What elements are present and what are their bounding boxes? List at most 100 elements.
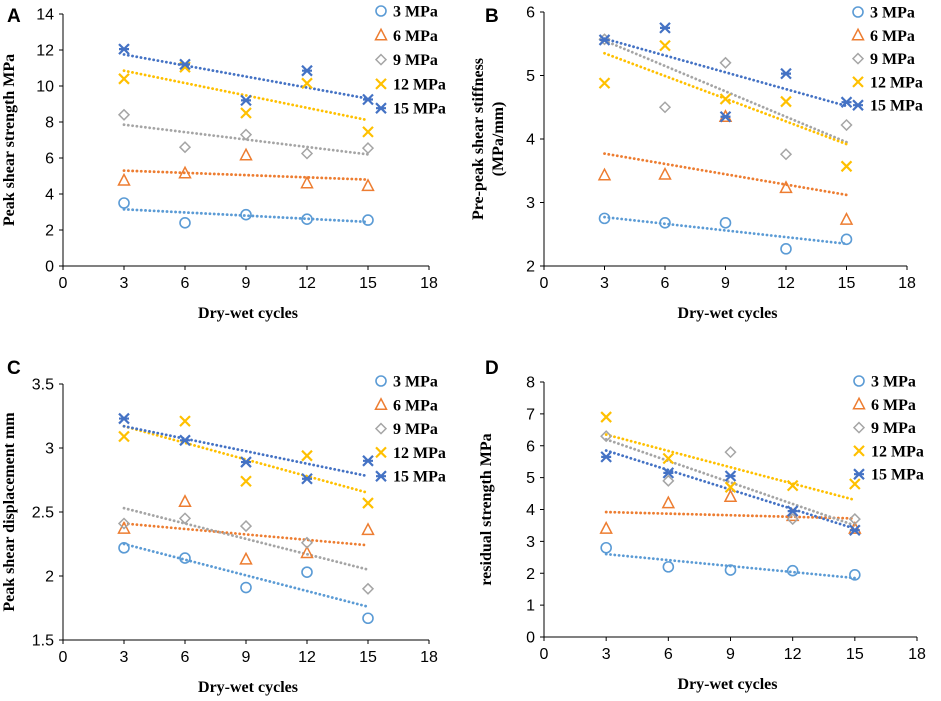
data-point (240, 475, 252, 488)
data-point (362, 93, 374, 106)
data-point (362, 214, 374, 226)
panel-letter: B (485, 6, 499, 27)
x-tick-label: 18 (898, 275, 916, 292)
x-tick-label: 12 (784, 646, 802, 663)
data-point (361, 522, 375, 536)
data-point (724, 564, 737, 576)
x-tick-label: 18 (420, 649, 438, 666)
data-point (301, 566, 313, 578)
legend-marker-icon (852, 76, 864, 88)
data-point (780, 67, 792, 80)
data-point (240, 107, 252, 119)
y-axis-title: Peak shear displacement mm (1, 412, 18, 612)
trendline-15-mpa (122, 424, 370, 478)
data-point (849, 478, 861, 490)
data-point (723, 489, 738, 502)
data-point (179, 58, 191, 71)
trendline-6-mpa (603, 152, 848, 197)
trendline-9-mpa (604, 437, 857, 527)
y-tick-label: 3 (45, 441, 54, 458)
data-point (786, 505, 799, 517)
data-point (839, 212, 854, 225)
legend-marker-icon (374, 422, 388, 435)
legend-label: 6 MPa (870, 28, 915, 45)
y-tick-label: 8 (45, 115, 54, 132)
data-point (600, 451, 612, 463)
y-axis-title: Peak shear strength MPa (1, 54, 18, 226)
trendline-15-mpa (122, 53, 370, 100)
data-point (840, 96, 853, 108)
data-point (598, 212, 611, 225)
data-point (179, 552, 191, 564)
data-point (301, 472, 313, 485)
data-point (598, 77, 611, 89)
y-tick-label: 2 (45, 223, 54, 240)
legend-label: 12 MPa (871, 443, 924, 460)
data-point (362, 455, 374, 467)
legend-label: 9 MPa (870, 51, 915, 68)
legend-marker-icon (851, 52, 865, 65)
legend-marker-icon (375, 470, 387, 482)
y-axis-title: residual strength MPa (478, 433, 495, 585)
y-tick-label: 7 (526, 406, 535, 423)
chart-panel-a: A 0 2 4 6 8 10 12 14 0 3 6 9 12 15 18 Dry-wet cycles Peak… (1, 4, 446, 323)
legend-label: 6 MPa (871, 397, 916, 414)
data-point (300, 545, 314, 559)
data-point (240, 581, 252, 594)
data-point (301, 213, 313, 225)
trendline-12-mpa (122, 424, 370, 495)
y-tick-label: 5 (526, 470, 535, 487)
legend-marker-icon (853, 445, 865, 457)
data-point (658, 166, 672, 180)
legend-label: 15 MPa (393, 469, 446, 486)
data-point (117, 108, 131, 121)
data-point (600, 411, 612, 423)
data-point (719, 93, 732, 105)
data-point (361, 582, 375, 595)
legend-marker-icon (375, 78, 387, 90)
legend-label: 12 MPa (393, 76, 446, 93)
x-axis-title: Dry-wet cycles (198, 305, 298, 322)
trendline-3-mpa (603, 215, 848, 246)
trendline-6-mpa (122, 522, 370, 547)
data-point (240, 456, 252, 468)
data-point (118, 43, 130, 55)
data-point (840, 118, 853, 132)
trendline-6-mpa (122, 169, 370, 182)
data-point (658, 101, 672, 114)
y-tick-label: 6 (526, 438, 535, 455)
data-point (301, 77, 313, 90)
data-point (598, 34, 611, 46)
y-tick-label: 14 (36, 7, 54, 24)
data-point (786, 479, 799, 492)
y-tick-label: 10 (36, 79, 54, 96)
legend-label: 6 MPa (393, 28, 438, 45)
data-point (361, 178, 375, 192)
y-tick-label: 4 (45, 187, 54, 204)
data-point (118, 412, 130, 425)
y-tick-label: 0 (526, 630, 535, 647)
data-point (178, 141, 192, 154)
data-point (118, 197, 130, 209)
y-tick-label: 5 (526, 68, 535, 85)
legend-marker-icon (851, 27, 865, 41)
data-point (779, 148, 793, 161)
data-point (597, 167, 612, 181)
data-point (659, 22, 671, 34)
data-point (600, 430, 613, 443)
data-point (240, 208, 252, 221)
data-point (178, 512, 192, 525)
data-point (239, 520, 253, 533)
legend-label: 3 MPa (393, 374, 438, 391)
y-tick-label: 3 (526, 195, 535, 212)
panel-letter: C (7, 358, 21, 379)
data-point (662, 452, 675, 465)
legend-marker-icon (853, 375, 865, 387)
legend-label: 15 MPa (871, 467, 924, 484)
data-point (724, 481, 737, 493)
x-tick-label: 12 (298, 649, 316, 666)
data-point (301, 449, 313, 462)
data-point (300, 147, 314, 160)
